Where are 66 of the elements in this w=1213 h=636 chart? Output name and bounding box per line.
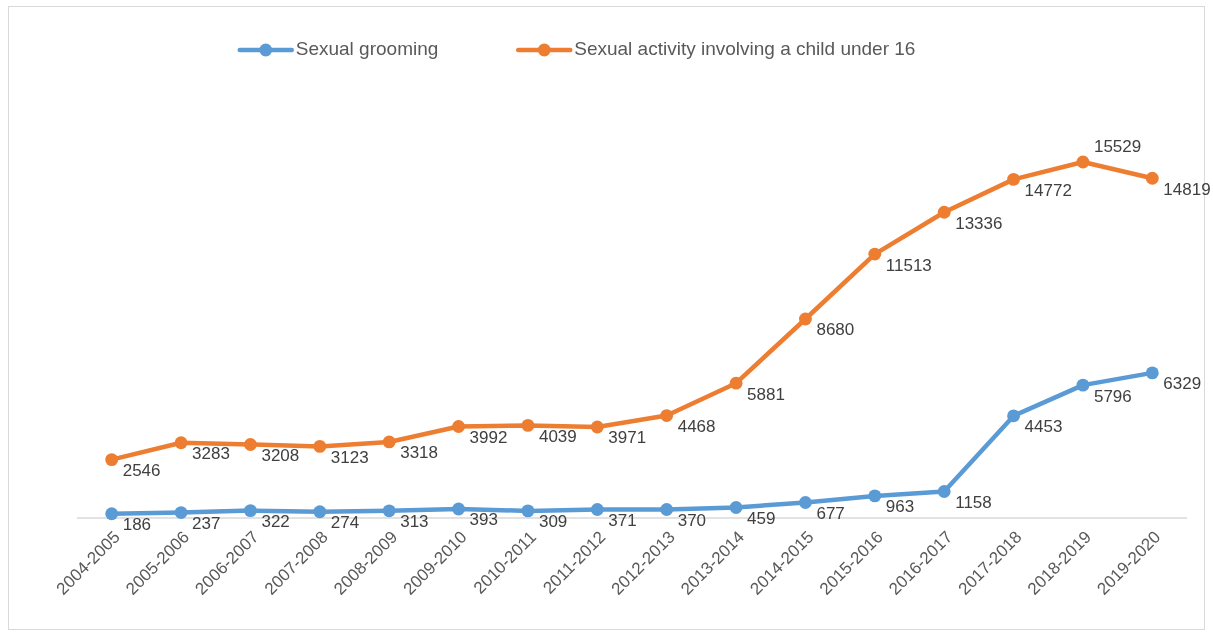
data-label: 3208 <box>261 445 300 465</box>
point <box>382 504 396 518</box>
data-label: 11513 <box>885 255 932 275</box>
point <box>868 247 882 261</box>
point <box>590 420 604 434</box>
data-label: 186 <box>122 515 152 535</box>
data-label: 5881 <box>747 384 785 404</box>
legend-label: Sexual activity involving a child under 16 <box>574 38 916 60</box>
data-label: 5796 <box>1093 386 1132 406</box>
data-label: 313 <box>400 512 429 532</box>
point <box>1076 155 1090 169</box>
data-label: 370 <box>677 511 707 530</box>
point <box>244 504 257 518</box>
data-label: 13336 <box>955 213 1003 233</box>
point <box>590 503 604 516</box>
data-label: 371 <box>608 510 637 530</box>
data-label: 309 <box>538 512 568 532</box>
point <box>1007 409 1020 423</box>
point <box>1145 171 1159 185</box>
point <box>105 507 119 521</box>
point <box>174 436 188 450</box>
data-label: 4468 <box>677 417 716 437</box>
data-label: 963 <box>885 497 915 517</box>
data-label: 237 <box>192 514 221 534</box>
point <box>452 502 465 516</box>
point <box>729 501 743 514</box>
data-label: 6329 <box>1163 374 1202 394</box>
point <box>1145 366 1159 380</box>
point <box>313 439 327 453</box>
point <box>660 503 674 516</box>
data-label: 1158 <box>955 492 992 512</box>
point <box>521 418 535 432</box>
point <box>1007 172 1020 186</box>
point <box>799 496 812 509</box>
legend-label: Sexual grooming <box>295 38 439 60</box>
data-label: 322 <box>261 512 290 532</box>
point <box>521 504 535 518</box>
data-label: 4039 <box>538 426 577 446</box>
point <box>1076 378 1090 392</box>
data-label: 3123 <box>330 447 369 467</box>
data-label: 2546 <box>122 461 161 481</box>
point <box>937 205 951 219</box>
point <box>105 453 119 467</box>
point <box>174 506 188 519</box>
point <box>244 438 257 451</box>
point <box>799 312 812 326</box>
data-label: 3318 <box>400 443 439 463</box>
point <box>382 435 396 449</box>
data-label: 3283 <box>192 444 230 464</box>
data-label: 14819 <box>1163 179 1211 199</box>
point <box>937 485 951 498</box>
point <box>729 376 743 390</box>
data-label: 3992 <box>469 427 508 447</box>
data-label: 14772 <box>1024 180 1072 200</box>
point <box>660 409 674 422</box>
data-label: 8680 <box>816 320 855 340</box>
data-label: 274 <box>330 513 360 533</box>
data-label: 459 <box>747 508 776 528</box>
point <box>313 505 327 519</box>
data-label: 4453 <box>1024 417 1063 437</box>
data-label: 3971 <box>608 428 647 448</box>
point <box>868 489 882 503</box>
data-label: 677 <box>816 503 845 523</box>
data-label: 15529 <box>1093 137 1142 157</box>
data-label: 393 <box>469 510 498 530</box>
point <box>452 420 465 433</box>
